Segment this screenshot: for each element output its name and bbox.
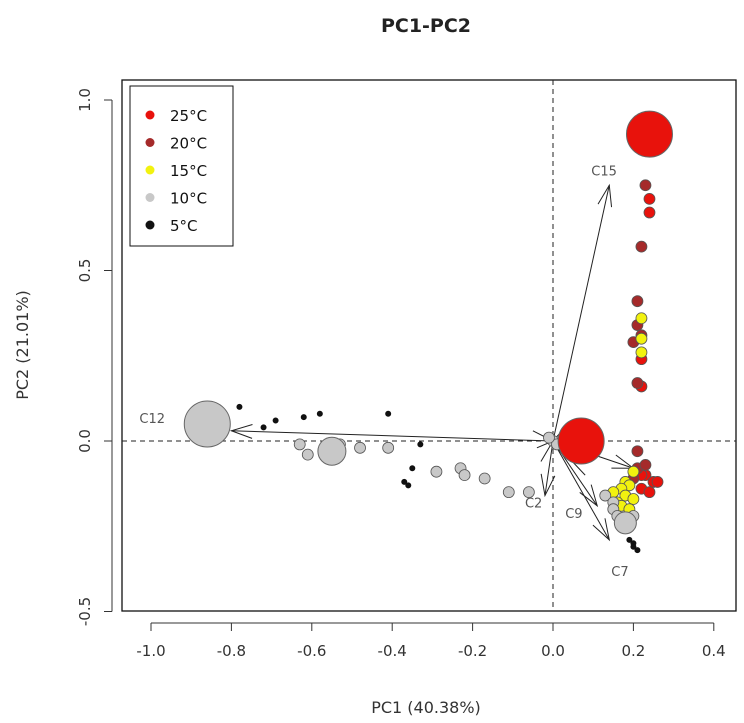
data-point <box>478 472 491 485</box>
data-point <box>599 489 612 502</box>
data-point <box>643 206 656 219</box>
data-point <box>417 441 424 448</box>
y-tick-label: 1.0 <box>76 88 94 112</box>
data-point <box>458 469 471 482</box>
data-point <box>293 438 306 451</box>
y-tick-label: 0.0 <box>76 429 94 453</box>
vector-arrow <box>544 440 554 496</box>
data-point <box>635 332 648 345</box>
vector-label: C9 <box>565 507 582 522</box>
vector-arrowhead <box>229 424 253 439</box>
data-point <box>382 441 395 454</box>
large-point <box>317 436 347 466</box>
data-point <box>626 536 633 543</box>
data-point <box>635 346 648 359</box>
x-axis-label: PC1 (40.38%) <box>371 698 481 717</box>
legend-label: 10°C <box>170 190 207 208</box>
x-tick-label: 0.4 <box>702 642 726 660</box>
data-point <box>522 486 535 499</box>
data-point <box>272 417 279 424</box>
data-point <box>409 465 416 472</box>
data-point <box>430 465 443 478</box>
data-point <box>385 410 392 417</box>
vector-label: C7 <box>611 565 628 580</box>
x-tick-label: 0.2 <box>621 642 645 660</box>
large-point <box>613 511 637 535</box>
y-tick-label: -0.5 <box>76 597 94 626</box>
large-point <box>557 417 605 465</box>
y-axis: -0.5 0.0 0.5 1.0 <box>76 88 113 626</box>
x-tick-label: -0.8 <box>217 642 246 660</box>
data-point <box>316 410 323 417</box>
data-point <box>630 543 637 550</box>
vector-arrow <box>552 185 610 442</box>
legend-label: 15°C <box>170 162 207 180</box>
highlight-points <box>183 110 673 535</box>
vector-label: C2 <box>525 497 542 512</box>
legend-marker <box>145 165 155 175</box>
legend-label: 5°C <box>170 217 198 235</box>
data-point <box>634 547 641 554</box>
data-point <box>631 377 644 389</box>
legend-marker <box>145 110 155 120</box>
chart-title: PC1-PC2 <box>381 15 471 37</box>
data-points <box>236 179 664 554</box>
data-point <box>354 441 366 454</box>
loading-vectors: C15C12C2C9C70 <box>139 164 659 580</box>
x-tick-label: -0.4 <box>378 642 407 660</box>
legend-marker <box>145 138 155 147</box>
x-tick-label: -1.0 <box>136 642 165 660</box>
legend: 25°C 20°C 15°C 10°C 5°C <box>129 85 234 247</box>
data-point <box>635 312 648 325</box>
plot-area <box>121 79 737 612</box>
x-tick-label: -0.2 <box>458 642 487 660</box>
vector-label: C15 <box>591 164 617 179</box>
vector-arrowhead <box>579 484 599 508</box>
x-axis: -1.0 -0.8 -0.6 -0.4 -0.2 0.0 0.2 0.4 <box>136 622 726 660</box>
data-point <box>631 445 644 458</box>
vector-arrow <box>552 440 610 541</box>
data-point <box>643 192 656 205</box>
data-point <box>639 179 652 192</box>
vector-arrowhead <box>592 518 611 542</box>
y-axis-label: PC2 (21.01%) <box>13 290 32 400</box>
data-point <box>401 478 408 485</box>
data-point <box>260 424 267 431</box>
data-point <box>631 295 644 308</box>
data-point <box>543 431 555 444</box>
legend-marker <box>145 220 155 230</box>
x-tick-label: 0.0 <box>541 642 565 660</box>
data-point <box>627 465 640 478</box>
x-tick-label: -0.6 <box>297 642 326 660</box>
legend-marker <box>145 193 155 202</box>
legend-label: 20°C <box>170 135 207 153</box>
data-point <box>627 493 640 505</box>
data-point <box>236 403 243 410</box>
legend-label: 25°C <box>170 107 207 125</box>
y-tick-label: 0.5 <box>76 259 94 283</box>
reference-lines <box>122 80 736 611</box>
vector-arrow <box>231 430 554 442</box>
large-point <box>625 110 673 158</box>
vector-arrowhead <box>597 183 613 208</box>
data-point <box>502 486 515 499</box>
data-point <box>639 458 652 471</box>
vector-arrowhead <box>540 473 556 498</box>
data-point <box>300 414 307 421</box>
data-point <box>643 486 656 499</box>
data-point <box>635 240 648 253</box>
data-point <box>651 476 664 488</box>
large-point <box>183 400 231 448</box>
vector-label: C12 <box>139 412 165 427</box>
data-point <box>405 482 412 489</box>
data-point <box>301 448 314 461</box>
